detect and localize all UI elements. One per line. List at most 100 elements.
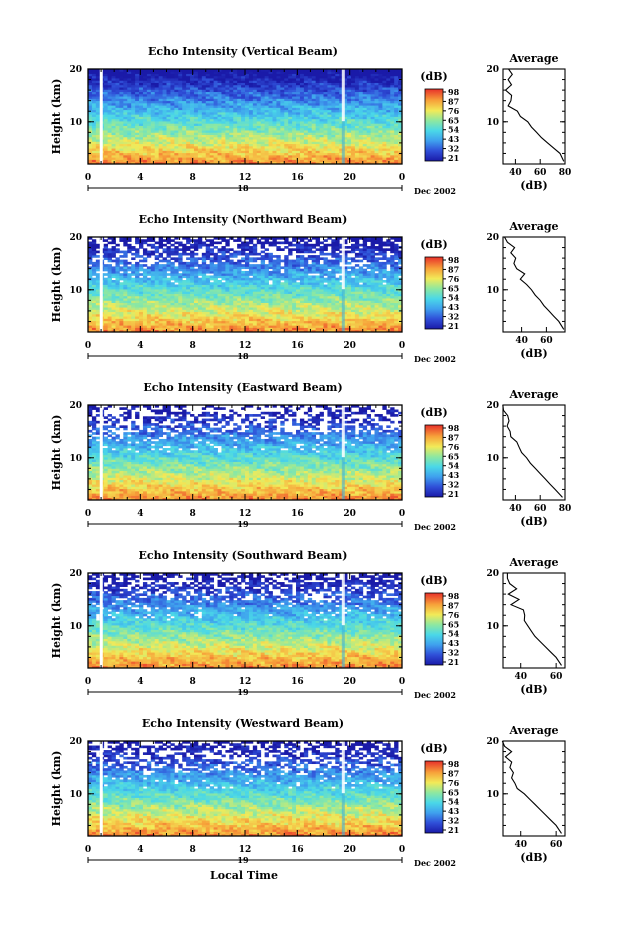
colorbar-tick-label: 43 bbox=[448, 302, 460, 312]
x-tick-label: 8 bbox=[190, 677, 196, 687]
colorbar-tick-label: 87 bbox=[448, 600, 459, 610]
data-gap bbox=[99, 405, 103, 500]
average-profile-2: Average 20 10 40 60 80 (dB) bbox=[486, 388, 571, 528]
y-tick-label: 20 bbox=[69, 737, 82, 747]
colorbar-tick-label: 87 bbox=[448, 768, 459, 778]
colorbar-tick-label: 98 bbox=[448, 759, 460, 769]
average-frame bbox=[502, 572, 566, 669]
panel-1: Echo Intensity (Northward Beam) Height (k… bbox=[50, 213, 566, 364]
x-tick-label: 0 bbox=[399, 845, 405, 855]
colorbar-tick-label: 76 bbox=[448, 778, 460, 788]
data-gap bbox=[341, 121, 345, 164]
colorbar-tick-label: 32 bbox=[448, 816, 459, 826]
average-frame bbox=[502, 236, 566, 333]
average-profile-1: Average 20 10 40 60(dB) bbox=[486, 220, 566, 360]
panel-3: Echo Intensity (Southward Beam) Height (k… bbox=[50, 549, 566, 700]
x-tick-label: 0 bbox=[85, 509, 91, 519]
y-axis-label: Height (km) bbox=[50, 751, 63, 827]
x-tick-label: 0 bbox=[85, 341, 91, 351]
colorbar-tick-label: 65 bbox=[448, 115, 459, 125]
colorbar-tick-label: 54 bbox=[448, 797, 460, 807]
colorbar-tick-label: 98 bbox=[448, 87, 460, 97]
colorbar-tick-label: 54 bbox=[448, 293, 460, 303]
date-label: Dec 2002 bbox=[414, 522, 456, 532]
x-tick-label: 16 bbox=[291, 173, 304, 183]
colorbar-tick-label: 76 bbox=[448, 274, 460, 284]
average-line bbox=[502, 404, 563, 498]
average-frame bbox=[502, 68, 566, 165]
colorbar-tick-label: 32 bbox=[448, 648, 459, 658]
heatmap-3 bbox=[88, 573, 403, 669]
panel-2: Echo Intensity (Eastward Beam) Height (km… bbox=[50, 381, 571, 532]
colorbar-title: (dB) bbox=[420, 238, 447, 251]
average-x-tick-label: 40 bbox=[509, 168, 522, 178]
heatmap-4 bbox=[88, 741, 403, 837]
colorbar-title: (dB) bbox=[420, 574, 447, 587]
colorbar-tick-label: 21 bbox=[448, 657, 459, 667]
day-label: 19 bbox=[237, 855, 249, 865]
average-x-tick-label: 60 bbox=[540, 336, 553, 346]
average-y-tick-label: 20 bbox=[486, 569, 499, 579]
colorbar-tick-label: 21 bbox=[448, 489, 459, 499]
x-tick-label: 12 bbox=[239, 677, 252, 687]
day-label: 18 bbox=[237, 183, 249, 193]
x-tick-label: 20 bbox=[343, 509, 356, 519]
colorbar-title: (dB) bbox=[420, 406, 447, 419]
date-label: Dec 2002 bbox=[414, 690, 456, 700]
x-tick-label: 20 bbox=[343, 173, 356, 183]
y-tick-label: 10 bbox=[69, 790, 82, 800]
colorbar-tick-label: 21 bbox=[448, 825, 459, 835]
average-x-label: (dB) bbox=[520, 851, 547, 864]
colorbar-tick-label: 54 bbox=[448, 629, 460, 639]
colorbar-tick-label: 65 bbox=[448, 619, 459, 629]
colorbar bbox=[424, 256, 444, 330]
colorbar-tick-label: 76 bbox=[448, 106, 460, 116]
heatmap-0 bbox=[88, 69, 403, 165]
average-title: Average bbox=[508, 724, 558, 737]
data-gap bbox=[341, 457, 345, 500]
average-x-label: (dB) bbox=[520, 179, 547, 192]
average-title: Average bbox=[508, 52, 558, 65]
day-label: 18 bbox=[237, 351, 249, 361]
colorbar-title: (dB) bbox=[420, 742, 447, 755]
colorbar-tick-label: 65 bbox=[448, 283, 459, 293]
average-profile-0: Average 20 10 40 60 80 (dB) bbox=[486, 52, 571, 192]
average-y-tick-label: 20 bbox=[486, 401, 499, 411]
x-tick-label: 16 bbox=[291, 341, 304, 351]
average-x-tick-label: 60 bbox=[534, 168, 547, 178]
colorbar-tick-label: 98 bbox=[448, 591, 460, 601]
y-tick-label: 10 bbox=[69, 286, 82, 296]
average-profile-4: Average 20 10 40 60(dB) bbox=[486, 724, 566, 864]
x-tick-label: 4 bbox=[137, 677, 143, 687]
average-title: Average bbox=[508, 388, 558, 401]
average-x-tick-label: 40 bbox=[515, 336, 528, 346]
day-label: 19 bbox=[237, 687, 249, 697]
colorbar-title: (dB) bbox=[420, 70, 447, 83]
y-tick-label: 20 bbox=[69, 65, 82, 75]
colorbar-tick-label: 54 bbox=[448, 461, 460, 471]
colorbar-tick-label: 87 bbox=[448, 432, 459, 442]
y-tick-label: 20 bbox=[69, 569, 82, 579]
colorbar-tick-label: 21 bbox=[448, 321, 459, 331]
panels-group: Echo Intensity (Vertical Beam) Height (km… bbox=[50, 45, 571, 868]
x-tick-label: 12 bbox=[239, 845, 252, 855]
y-tick-label: 10 bbox=[69, 454, 82, 464]
colorbar bbox=[424, 424, 444, 498]
average-line bbox=[506, 573, 562, 666]
x-tick-label: 8 bbox=[190, 341, 196, 351]
average-frame bbox=[502, 740, 566, 837]
colorbar-tick-label: 21 bbox=[448, 153, 459, 163]
x-tick-label: 20 bbox=[343, 845, 356, 855]
colorbar-tick-label: 76 bbox=[448, 610, 460, 620]
x-tick-label: 4 bbox=[137, 845, 143, 855]
x-tick-label: 0 bbox=[399, 173, 405, 183]
colorbar-tick-label: 65 bbox=[448, 787, 459, 797]
average-x-label: (dB) bbox=[520, 515, 547, 528]
data-gap bbox=[341, 573, 345, 626]
colorbar bbox=[424, 88, 444, 162]
x-tick-label: 0 bbox=[399, 341, 405, 351]
x-tick-label: 0 bbox=[85, 677, 91, 687]
date-label: Dec 2002 bbox=[414, 858, 456, 868]
colorbar-tick-label: 32 bbox=[448, 312, 459, 322]
